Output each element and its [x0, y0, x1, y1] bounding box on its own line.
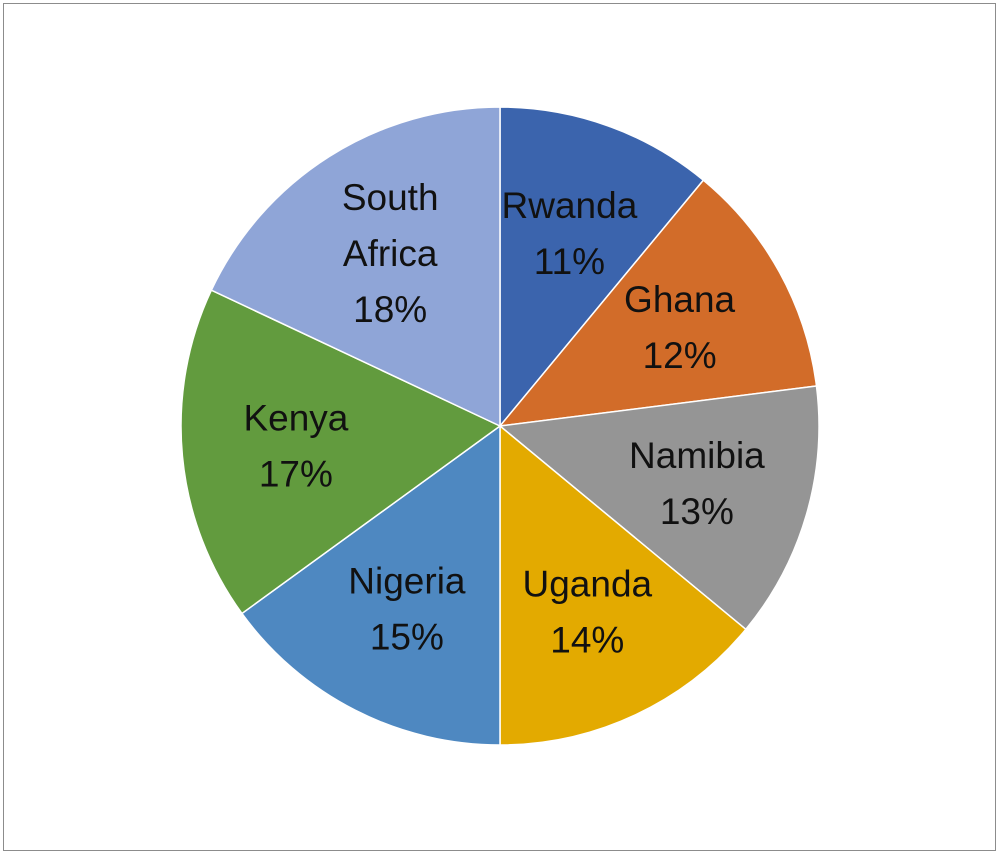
- pie-slice-label: South Africa 18%: [342, 176, 439, 329]
- pie-slice: [240, 424, 501, 746]
- pie-slice-percent: 15%: [370, 616, 444, 657]
- pie-slices: [180, 106, 820, 746]
- pie-slice: [499, 106, 705, 429]
- pie-slice-name: Ghana: [624, 279, 736, 320]
- pie-labels: Rwanda 11% Ghana 12% Namibia 13%Uganda 14% Nige…: [243, 176, 765, 660]
- pie-slice-label: Uganda 14%: [522, 563, 652, 660]
- pie-slice-name: Rwanda: [502, 185, 638, 226]
- pie-slice-percent: 18%: [353, 288, 427, 329]
- pie-slice-percent: 17%: [259, 453, 333, 494]
- pie-slice-name: Namibia: [629, 435, 765, 476]
- pie-slice-name: Africa: [343, 232, 438, 273]
- pie-slice-label: Kenya 17%: [243, 397, 348, 494]
- pie-slice-name: Uganda: [522, 563, 652, 604]
- pie-slice: [499, 424, 747, 746]
- pie-slice: [498, 385, 820, 631]
- pie-slice: [180, 289, 502, 615]
- pie-slice-percent: 12%: [643, 335, 717, 376]
- pie-slice-label: Nigeria 15%: [348, 560, 466, 657]
- pie-slice-percent: 14%: [550, 619, 624, 660]
- pie-slice-label: Namibia 13%: [629, 435, 765, 532]
- pie-slice-name: Nigeria: [348, 560, 466, 601]
- pie-slice-percent: 11%: [534, 241, 605, 282]
- pie-slice-percent: 13%: [660, 491, 734, 532]
- pie-slice: [210, 106, 501, 428]
- pie-slice: [498, 179, 818, 427]
- pie-slice-label: Ghana 12%: [624, 279, 736, 376]
- pie-slice-name: South: [342, 176, 439, 217]
- pie-slice-name: Kenya: [243, 397, 348, 438]
- pie-slice-label: Rwanda 11%: [502, 185, 638, 282]
